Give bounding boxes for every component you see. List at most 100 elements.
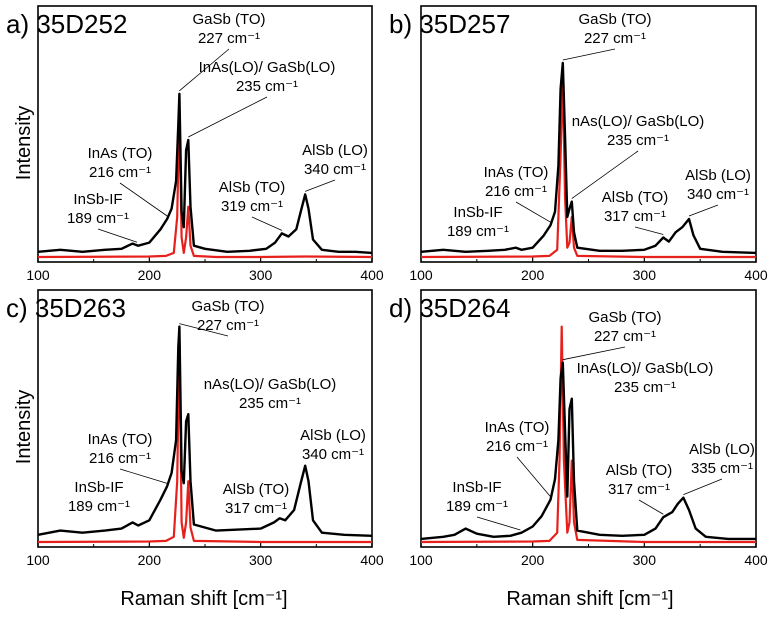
annotation-wavenumber: 216 cm⁻¹ <box>486 438 548 455</box>
x-tick-label: 300 <box>633 552 657 568</box>
annotation-label: InSb-IF <box>452 479 501 496</box>
annotation-label: nAs(LO)/ GaSb(LO) <box>204 376 337 393</box>
annotation-wavenumber: 235 cm⁻¹ <box>614 379 676 396</box>
x-tick-label: 100 <box>409 552 433 568</box>
annotation-label: InSb-IF <box>74 479 123 496</box>
annotation-label: AlSb (LO) <box>689 441 755 458</box>
series-red-line <box>37 335 372 544</box>
x-tick-label: 300 <box>249 552 273 568</box>
annotation-label: InAs(LO)/ GaSb(LO) <box>577 360 714 377</box>
annotation-leader <box>516 456 551 497</box>
series-black-line <box>420 61 757 255</box>
annotation-wavenumber: 216 cm⁻¹ <box>485 183 547 200</box>
annotation-leader <box>683 478 723 496</box>
annotation-wavenumber: 216 cm⁻¹ <box>89 164 151 181</box>
x-tick-label: 400 <box>744 552 768 568</box>
annotation-wavenumber: 189 cm⁻¹ <box>68 498 130 515</box>
annotation-leader <box>562 48 616 61</box>
annotation-label: AlSb (TO) <box>223 481 289 498</box>
x-tick-label: 200 <box>521 552 545 568</box>
x-tick-label: 100 <box>26 552 50 568</box>
annotation-label: InSb-IF <box>453 204 502 221</box>
x-tick-label: 300 <box>633 267 657 283</box>
annotation-wavenumber: 227 cm⁻¹ <box>197 317 259 334</box>
annotation-leader <box>638 499 664 515</box>
annotation-label: AlSb (TO) <box>602 189 668 206</box>
annotation-wavenumber: 340 cm⁻¹ <box>687 186 749 203</box>
x-tick-label: 400 <box>360 552 384 568</box>
annotation-label: AlSb (TO) <box>219 179 285 196</box>
annotation-wavenumber: 317 cm⁻¹ <box>604 208 666 225</box>
annotation-label: AlSb (LO) <box>302 142 368 159</box>
x-tick-label: 100 <box>409 267 433 283</box>
panel-c: 100 200 300 400 c) 35D263 GaSb (TO) 227 cm⁻¹ nA… <box>6 289 384 568</box>
annotation-label: AlSb (TO) <box>606 462 672 479</box>
annotation-leader <box>97 228 138 243</box>
annotation-label: GaSb (TO) <box>192 11 265 28</box>
annotation-label: AlSb (LO) <box>300 427 366 444</box>
annotation-leader <box>305 179 336 192</box>
annotation-leader <box>251 216 282 231</box>
annotation-wavenumber: 235 cm⁻¹ <box>607 132 669 149</box>
series-red-line <box>37 108 373 259</box>
annotation-wavenumber: 189 cm⁻¹ <box>447 223 509 240</box>
annotation-wavenumber: 340 cm⁻¹ <box>304 161 366 178</box>
annotation-wavenumber: 317 cm⁻¹ <box>608 481 670 498</box>
annotation-leader <box>515 201 551 223</box>
annotation-leader <box>188 96 268 138</box>
series-red-line <box>420 325 756 544</box>
annotation-wavenumber: 319 cm⁻¹ <box>221 198 283 215</box>
annotation-leader <box>476 516 521 531</box>
annotation-wavenumber: 235 cm⁻¹ <box>236 78 298 95</box>
annotation-label: GaSb (TO) <box>578 11 651 28</box>
x-axis-label-right: Raman shift [cm⁻¹] <box>506 588 673 610</box>
y-axis-label-bottom: Intensity <box>13 390 35 464</box>
panel-title: d) 35D264 <box>389 293 510 323</box>
annotation-wavenumber: 227 cm⁻¹ <box>594 328 656 345</box>
x-axis-label-left: Raman shift [cm⁻¹] <box>120 588 287 610</box>
x-tick-label: 200 <box>138 552 162 568</box>
annotation-label: nAs(LO)/ GaSb(LO) <box>572 113 705 130</box>
annotation-leader <box>119 468 168 484</box>
y-axis-label-top: Intensity <box>13 106 35 180</box>
annotation-wavenumber: 340 cm⁻¹ <box>302 446 364 463</box>
annotation-leader <box>179 323 229 337</box>
annotation-wavenumber: 235 cm⁻¹ <box>239 395 301 412</box>
annotation-wavenumber: 227 cm⁻¹ <box>584 30 646 47</box>
annotation-label: InAs (TO) <box>88 431 153 448</box>
series-black-line <box>37 325 373 537</box>
series-red-line <box>420 72 756 259</box>
annotation-wavenumber: 317 cm⁻¹ <box>225 500 287 517</box>
x-tick-label: 400 <box>360 267 384 283</box>
series-black-line <box>420 361 756 541</box>
annotation-leader <box>119 182 168 217</box>
annotation-wavenumber: 189 cm⁻¹ <box>446 498 508 515</box>
annotation-label: AlSb (LO) <box>685 167 751 184</box>
annotation-wavenumber: 189 cm⁻¹ <box>67 210 129 227</box>
panel-title: b) 35D257 <box>389 9 510 39</box>
panel-d: 100 200 300 400 d) 35D264 GaSb (TO) 227 cm⁻¹ In… <box>389 289 768 568</box>
panel-a: 100 200 300 400 a) 35D252 GaSb (TO) 227 cm⁻¹ In… <box>6 5 384 283</box>
annotation-label: GaSb (TO) <box>191 298 264 315</box>
annotation-label: GaSb (TO) <box>588 309 661 326</box>
annotation-wavenumber: 216 cm⁻¹ <box>89 450 151 467</box>
x-tick-label: 300 <box>249 267 273 283</box>
annotation-label: InAs (TO) <box>485 419 550 436</box>
panel-title: c) 35D263 <box>6 293 126 323</box>
annotation-label: InAs(LO)/ GaSb(LO) <box>199 59 336 76</box>
annotation-leader <box>571 150 639 199</box>
annotation-label: InAs (TO) <box>484 164 549 181</box>
annotation-wavenumber: 227 cm⁻¹ <box>198 30 260 47</box>
annotation-wavenumber: 335 cm⁻¹ <box>691 460 753 477</box>
annotation-label: InSb-IF <box>73 191 122 208</box>
x-tick-label: 200 <box>138 267 162 283</box>
annotation-leader <box>562 346 626 361</box>
annotation-leader <box>179 48 230 92</box>
x-tick-label: 200 <box>521 267 545 283</box>
series-black-line <box>37 92 373 255</box>
annotation-leader <box>688 204 719 217</box>
panel-b: 100 200 300 400 b) 35D257 GaSb (TO) 227 cm⁻¹ nA… <box>389 5 768 283</box>
x-tick-label: 400 <box>744 267 768 283</box>
annotation-label: InAs (TO) <box>88 145 153 162</box>
